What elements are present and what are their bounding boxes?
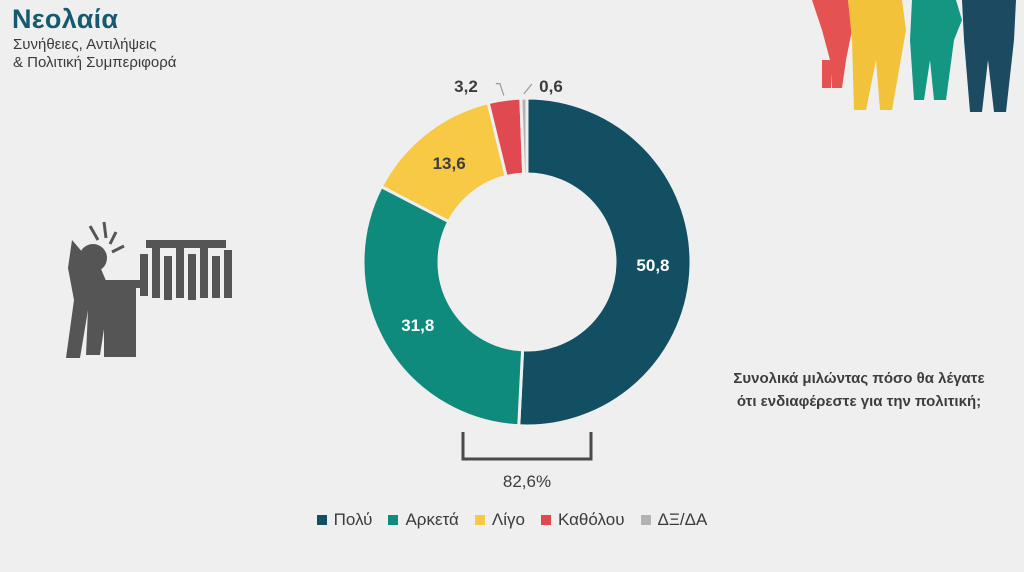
legend-label: Καθόλου — [557, 510, 625, 529]
donut-value-labels: 50,8 31,8 13,6 3,2 0,6 — [401, 77, 669, 335]
slice-poly — [517, 96, 693, 428]
leader-line — [495, 83, 505, 96]
silhouette-red — [812, 0, 852, 88]
legend-swatch — [388, 515, 399, 525]
legend-swatch — [474, 515, 485, 525]
leader-line — [523, 83, 533, 95]
legend-item-dk-na: ΔΞ/ΔΑ — [640, 510, 708, 530]
silhouette-navy — [962, 0, 1016, 112]
legend-label: Αρκετά — [405, 510, 459, 529]
legend-label: ΔΞ/ΔΑ — [657, 510, 708, 529]
shout-lines-icon — [88, 221, 125, 254]
crowd-icon — [140, 240, 232, 300]
label-katholou: 3,2 — [454, 77, 478, 96]
label-poly: 50,8 — [636, 256, 669, 275]
legend-swatch — [540, 515, 551, 525]
subtitle-line-2: & Πολιτική Συμπεριφορά — [13, 54, 177, 71]
page-subtitle: Συνήθειες, Αντιλήψεις & Πολιτική Συμπερι… — [13, 36, 176, 72]
page-title: Νεολαία — [12, 4, 119, 34]
chart-legend: Πολύ Αρκετά Λίγο Καθόλου ΔΞ/ΔΑ — [0, 510, 1024, 530]
legend-item-ligo: Λίγο — [474, 510, 525, 530]
slice-arketa — [361, 184, 525, 428]
total-bracket — [461, 432, 593, 461]
subtitle-line-1: Συνήθειες, Αντιλήψεις — [13, 36, 157, 53]
slice-dk-na — [519, 96, 529, 176]
legend-item-katholou: Καθόλου — [540, 510, 625, 530]
silhouette-yellow — [848, 0, 906, 110]
speaker-icon — [66, 240, 140, 358]
legend-swatch — [316, 515, 327, 525]
survey-question: Συνολικά μιλώντας πόσο θα λέγατε ότι ενδ… — [733, 370, 985, 410]
label-dk-na: 0,6 — [539, 77, 563, 96]
donut-slices — [361, 96, 693, 428]
total-percentage-label: 82,6% — [503, 472, 551, 491]
legend-item-poly: Πολύ — [316, 510, 373, 530]
silhouette-teal — [910, 0, 962, 100]
legend-label: Πολύ — [333, 510, 373, 529]
label-ligo: 13,6 — [433, 154, 466, 173]
legend-label: Λίγο — [491, 510, 525, 529]
legend-swatch — [640, 515, 651, 525]
label-arketa: 31,8 — [401, 316, 434, 335]
legend-item-arketa: Αρκετά — [388, 510, 459, 530]
